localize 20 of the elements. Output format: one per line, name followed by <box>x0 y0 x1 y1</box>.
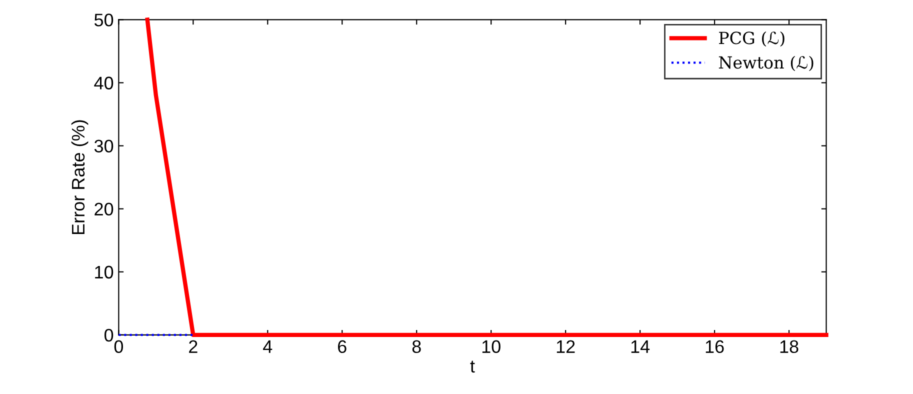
x-tick-label: 18 <box>780 340 798 354</box>
y-tick-label: 50 <box>94 14 114 26</box>
x-tick-label: 4 <box>263 340 272 353</box>
y-tick-label: 20 <box>94 202 114 216</box>
legend-label: PCG (ℒ) <box>719 31 784 47</box>
x-tick-label: 12 <box>556 340 575 353</box>
y-tick-label: 0 <box>104 328 114 342</box>
x-tick-label: 2 <box>189 340 198 353</box>
x-tick-label: 14 <box>631 340 650 353</box>
x-tick-label: 0 <box>114 340 124 354</box>
y-tick-label: 30 <box>94 140 114 152</box>
x-axis-title: t <box>470 360 475 373</box>
legend-label: Newton (ℒ) <box>718 56 814 72</box>
x-tick-label: 16 <box>706 340 724 354</box>
y-tick-label: 40 <box>94 76 114 90</box>
y-tick-label: 10 <box>95 266 114 279</box>
x-tick-label: 8 <box>412 340 421 354</box>
x-tick-label: 6 <box>338 340 346 354</box>
x-tick-label: 10 <box>482 340 500 354</box>
y-axis-title: Error Rate (%) <box>71 120 88 234</box>
